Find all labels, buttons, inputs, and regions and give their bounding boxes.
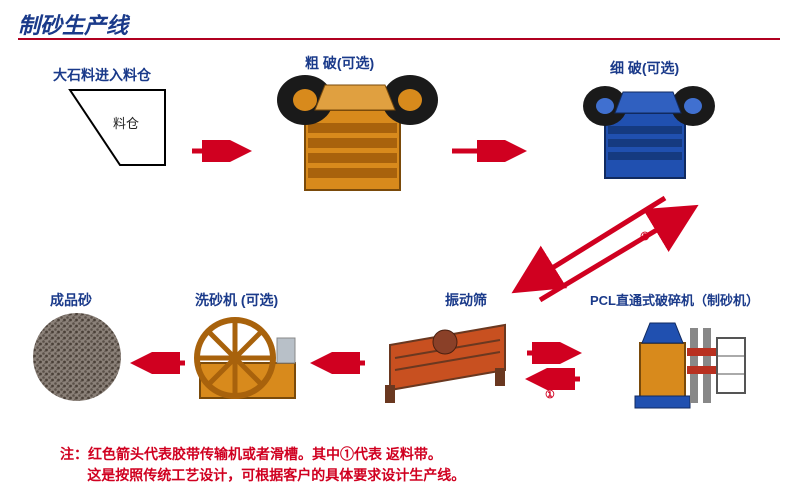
sand-washer-label: 洗砂机 (可选): [195, 290, 278, 310]
hopper-title-label: 大石料进入料仓: [53, 65, 151, 85]
arrow-screen-to-pcl: [525, 342, 585, 364]
fine-crush-label: 细 破(可选): [610, 58, 679, 78]
hopper-shape: [65, 85, 175, 180]
arrow-screen-to-washer: [310, 352, 370, 374]
footnote: 注：红色箭头代表胶带传输机或者滑槽。其中①代表 返料带。 这是按照传统工艺设计，…: [60, 444, 465, 486]
footnote-line1: 注：红色箭头代表胶带传输机或者滑槽。其中①代表 返料带。: [60, 446, 442, 462]
circled-mark-1: ①: [640, 230, 650, 243]
arrow-hopper-to-coarse: [190, 140, 255, 162]
page-title: 制砂生产线: [18, 8, 128, 40]
finished-sand-label: 成品砂: [50, 290, 92, 310]
vibrating-screen-label: 振动筛: [445, 290, 487, 310]
pcl-crusher: [605, 308, 755, 423]
hopper-inner-label: 料仓: [113, 113, 139, 132]
arrow-coarse-to-fine: [450, 140, 530, 162]
circled-mark-2: ①: [545, 388, 555, 401]
arrow-pcl-to-screen: [525, 368, 585, 390]
fine-crusher: [575, 78, 725, 198]
footnote-line2: 这是按照传统工艺设计，可根据客户的具体要求设计生产线。: [60, 467, 465, 483]
coarse-crusher: [270, 65, 440, 210]
arrow-washer-to-sand: [130, 352, 190, 374]
sand-washer: [185, 308, 310, 418]
vibrating-screen: [370, 310, 520, 415]
finished-sand: [30, 310, 125, 410]
arrow-screen-to-fine: [530, 200, 705, 310]
title-underline: [18, 38, 780, 40]
